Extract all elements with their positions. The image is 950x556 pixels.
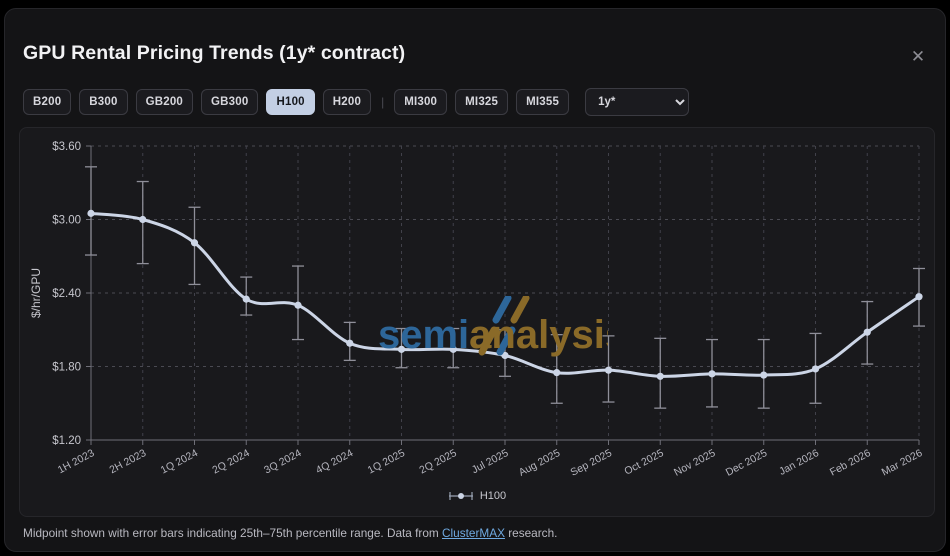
chip-gb200[interactable]: GB200: [135, 89, 194, 115]
x-axis-tick-label: Mar 2026: [880, 447, 925, 478]
x-axis-tick-label: Jan 2026: [777, 447, 821, 478]
x-axis-tick-label: 2H 2023: [107, 447, 148, 476]
gpu-filter-toolbar: B200 B300 GB200 GB300 H100 H200 | MI300 …: [23, 88, 690, 116]
x-axis-tick-label: Oct 2025: [622, 447, 665, 478]
chip-b200[interactable]: B200: [23, 89, 72, 115]
x-axis-tick-label: 2Q 2024: [210, 447, 251, 477]
close-icon[interactable]: ✕: [903, 41, 933, 71]
page-title: GPU Rental Pricing Trends (1y* contract): [23, 42, 406, 64]
data-point[interactable]: [863, 328, 871, 336]
y-axis-tick-label: $1.80: [52, 362, 81, 374]
data-point[interactable]: [346, 339, 354, 347]
y-axis-tick-label: $3.60: [52, 141, 81, 153]
y-axis-tick-label: $1.20: [52, 435, 81, 447]
data-point[interactable]: [553, 369, 561, 377]
chip-h200[interactable]: H200: [322, 89, 372, 115]
data-point[interactable]: [811, 365, 820, 373]
toolbar-separator: |: [381, 95, 385, 109]
x-axis-tick-label: 4Q 2024: [314, 447, 355, 477]
error-bar: [550, 333, 563, 404]
pricing-chart-card: GPU Rental Pricing Trends (1y* contract)…: [4, 8, 946, 552]
x-axis-tick-label: 2Q 2025: [417, 447, 458, 477]
data-point[interactable]: [190, 239, 199, 247]
clustermax-link[interactable]: ClusterMAX: [442, 526, 505, 540]
x-axis-tick-label: 1Q 2024: [159, 447, 200, 477]
data-point[interactable]: [915, 293, 923, 301]
data-point[interactable]: [242, 295, 250, 303]
x-axis-tick-label: Nov 2025: [672, 447, 717, 479]
card-header: GPU Rental Pricing Trends (1y* contract)…: [5, 9, 945, 79]
data-point[interactable]: [397, 345, 406, 353]
data-point[interactable]: [604, 366, 613, 374]
data-point[interactable]: [656, 372, 664, 380]
chart-legend: H100: [20, 490, 934, 502]
data-point[interactable]: [760, 371, 768, 379]
legend-label-h100: H100: [479, 490, 507, 502]
chart-panel: $3.60 $3.00 $2.40 $1.80 $1.20 1H 2023 2H 2023 1…: [19, 127, 935, 517]
data-point[interactable]: [708, 370, 716, 378]
chip-h100[interactable]: H100: [266, 89, 315, 115]
legend-marker-icon: [448, 492, 473, 500]
y-axis-title: $/hr/GPU: [29, 268, 43, 318]
x-axis-tick-label: Aug 2025: [517, 447, 562, 479]
chip-mi300[interactable]: MI300: [394, 89, 448, 115]
x-axis-tick-label: 1H 2023: [56, 447, 97, 476]
contract-term-select[interactable]: 1y*3y*6mo*On-demand: [585, 88, 690, 116]
x-axis-tick-label: 1Q 2025: [366, 447, 407, 477]
chip-mi325[interactable]: MI325: [455, 89, 509, 115]
chip-b300[interactable]: B300: [79, 89, 128, 115]
data-point[interactable]: [139, 215, 147, 224]
y-axis-tick-label: $2.40: [52, 288, 81, 300]
footnote-text-before: Midpoint shown with error bars indicatin…: [23, 526, 443, 540]
chip-mi355[interactable]: MI355: [516, 89, 570, 115]
chip-gb300[interactable]: GB300: [201, 89, 259, 115]
data-point[interactable]: [449, 345, 457, 353]
x-axis-tick-label: Jul 2025: [470, 447, 511, 476]
data-point[interactable]: [87, 209, 95, 217]
data-point[interactable]: [294, 301, 302, 309]
x-axis-tick-label: 3Q 2024: [262, 447, 303, 477]
footnote-text-after: research.: [504, 526, 558, 540]
y-axis-tick-label: $3.00: [52, 215, 81, 227]
x-axis-tick-label: Feb 2026: [828, 447, 873, 479]
data-point[interactable]: [501, 351, 509, 360]
x-axis-tick-label: Dec 2025: [724, 447, 769, 479]
chart-footnote: Midpoint shown with error bars indicatin…: [23, 526, 557, 540]
x-axis-tick-label: Sep 2025: [569, 447, 614, 479]
